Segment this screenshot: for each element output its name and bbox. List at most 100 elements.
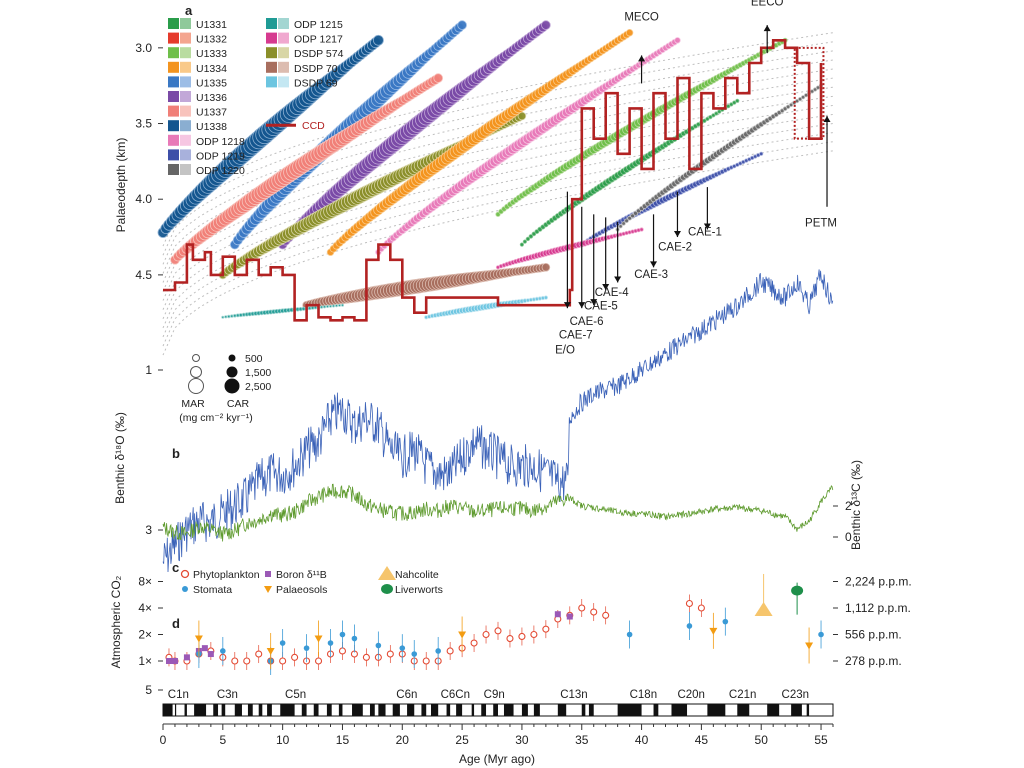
age-tick-label: 10 [276,733,290,747]
palaeodepth-axis: 3.0 3.5 4.0 4.5 [135,41,163,282]
chron-normal-block [247,704,253,716]
site-marker-odp-1215 [325,304,329,308]
legend-swatch-light [180,32,191,44]
site-marker-odp-1215 [227,314,231,319]
co2-point-phytoplankton [338,647,347,655]
chron-label: C5n [285,689,306,701]
co2-point-phytoplankton [602,611,610,619]
site-marker-odp-1220 [618,224,623,229]
co2-point-boron [201,645,208,652]
legend-swatch-dark [168,32,179,44]
age-tick-label: 0 [160,733,167,747]
co2-legend-marker [265,571,271,577]
site-marker-odp-1220 [800,95,806,100]
co2-point-phytoplankton [243,657,251,665]
legend-label: U1338 [196,121,227,133]
chron-normal-block [581,704,586,716]
chron-normal-block [707,704,726,716]
legend-label: U1335 [196,77,227,89]
age-tick-label: 25 [455,733,469,747]
chron-normal-block [471,704,475,716]
event-label: PETM [805,217,837,229]
chron-normal-block [588,704,594,716]
co2-point-boron [207,651,214,658]
co2-left-tick-label: 4× [138,601,152,615]
mar-size-circle [192,354,200,362]
site-marker-u1331 [717,109,722,114]
co2-point-phytoplankton [446,647,454,655]
co2-legend-marker [182,586,188,592]
co2-legend-label: Nahcolite [395,569,439,581]
legend-swatch-light [278,32,289,44]
site-marker-u1331 [735,98,740,103]
backtrack-guide-line [162,141,834,347]
site-marker-dsdp-70 [541,262,551,272]
event-label: MECO [624,12,659,24]
chron-normal-block [163,704,173,716]
age-axis: 0 5 10 15 20 25 30 35 40 45 50 55 [160,723,834,747]
d13c-tick-label: 2 [845,499,852,513]
d13c-panel: 20 [162,483,852,544]
d18o-tick-label: 1 [145,363,152,377]
co2-point-phytoplankton [697,604,705,612]
site-marker-u1331 [729,102,734,107]
site-marker-odp-1215 [221,315,225,319]
palaeodepth-axis-label: Palaeodepth (km) [114,138,128,233]
site-marker-odp-1220 [788,102,794,108]
co2-point-phytoplankton [685,599,693,608]
event-arrow-head [578,302,586,309]
site-marker-odp-1220 [812,87,818,92]
event-label: CAE-7 [559,329,593,341]
site-marker-odp-1215 [322,305,327,309]
co2-point-stomata [339,631,346,638]
age-tick-label: 5 [219,733,226,747]
backtrack-guide-line [162,41,834,247]
legend-swatch-light [180,134,191,146]
size-label: 500 [245,353,263,365]
event-label: CAE-1 [688,227,722,239]
chron-normal-block [456,704,463,716]
legend-swatch-dark [168,18,179,29]
legend-label: ODP 1218 [196,136,245,148]
site-marker-u1331 [525,236,531,242]
event-arrow-head [673,231,681,238]
co2-left-tick-label: 1× [138,654,152,668]
chron-normal-block [617,704,642,716]
legend-swatch-light [278,61,289,73]
chron-label: C20n [677,689,705,701]
car-size-dot [224,378,240,394]
chron-normal-block [184,704,187,716]
chron-normal-block [671,704,688,716]
site-marker-odp-1215 [307,306,312,311]
legend-swatch-dark [168,47,179,59]
co2-right-tick-label: 1,112 p.p.m. [845,601,911,615]
legend-swatch-dark [266,61,277,73]
site-marker-u1331 [708,115,713,120]
event-arrow-head [602,284,610,291]
legend-swatch-dark [168,91,179,102]
age-tick-label: 15 [336,733,350,747]
chron-normal-block [221,704,226,716]
site-marker-dsdp-69 [543,295,549,300]
site-marker-odp-1220 [624,218,629,224]
site-marker-odp-1215 [337,303,341,307]
co2-legend-label: Stomata [193,584,232,596]
chron-label: C23n [782,689,810,701]
site-marker-u1331 [732,100,737,105]
site-marker-odp-1215 [340,303,344,307]
chron-normal-block [267,704,272,716]
co2-legend-marker [264,586,272,593]
site-marker-u1331 [711,113,716,118]
car-size-dot [226,366,238,378]
site-marker-odp-1215 [331,304,335,308]
co2-point-stomata [626,631,633,638]
event-arrow-head [763,25,771,32]
site-marker-odp-1215 [224,315,228,319]
legend-swatch-light [180,91,191,102]
legend-swatch-dark [168,76,179,88]
site-marker-u1337 [433,73,444,83]
legend-swatch-light [180,149,191,161]
chron-normal-block [431,704,439,716]
car-size-dot [228,354,236,362]
chron-normal-block [392,704,400,716]
